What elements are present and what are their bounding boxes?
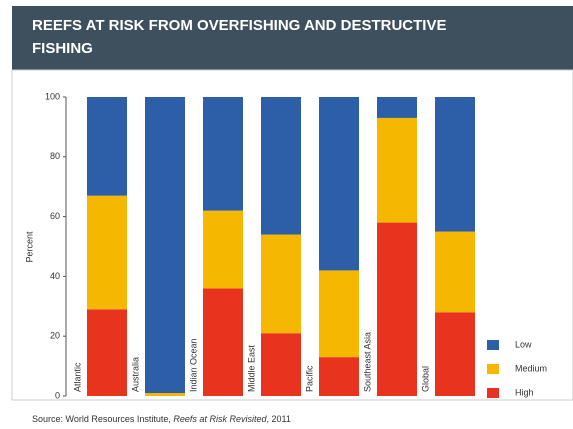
y-tick-label: 20 [50, 331, 60, 341]
y-axis-label: Percent [24, 231, 34, 263]
y-tick-label: 60 [50, 211, 60, 221]
legend-swatch [487, 340, 499, 350]
y-tick-label: 40 [50, 271, 60, 281]
y-tick-label: 100 [45, 91, 60, 101]
bar-segment [261, 333, 301, 396]
bar-segment [203, 210, 243, 289]
legend-label: Low [515, 339, 532, 349]
y-tick-label: 80 [50, 151, 60, 161]
bar-segment [319, 357, 359, 396]
legend-label: High [515, 387, 534, 397]
x-tick-label: Indian Ocean [188, 338, 198, 392]
bar-segment [377, 97, 417, 118]
bar-segment [203, 97, 243, 211]
bar-segment [145, 97, 185, 394]
header: REEFS AT RISK FROM OVERFISHING AND DESTR… [12, 6, 573, 70]
bar-segment [145, 393, 185, 396]
x-tick-label: Middle East [246, 344, 256, 392]
legend-label: Medium [515, 363, 547, 373]
bar-segment [203, 288, 243, 396]
legend-swatch [487, 364, 499, 374]
bar-segment [319, 270, 359, 358]
x-tick-label: Global [420, 366, 430, 392]
bar-segment [377, 222, 417, 396]
bar-segment [87, 195, 127, 310]
bar-segment [319, 97, 359, 271]
x-tick-label: Atlantic [72, 362, 82, 392]
bar-segment [261, 97, 301, 235]
x-tick-label: Southeast Asia [362, 332, 372, 392]
bar-segment [261, 234, 301, 334]
x-tick-label: Pacific [304, 365, 314, 392]
bar-segment [87, 97, 127, 196]
bar-segment [435, 97, 475, 232]
bar-segment [435, 312, 475, 396]
chart-title: REEFS AT RISK FROM OVERFISHING AND DESTR… [32, 17, 447, 57]
source-suffix: , 2011 [266, 414, 290, 424]
y-tick-label: 0 [55, 390, 60, 400]
bar-segment [377, 117, 417, 223]
legend-swatch [487, 388, 499, 398]
source-title: Reefs at Risk Revisited [173, 414, 267, 424]
source: Source: World Resources Institute, Reefs… [32, 414, 291, 424]
source-prefix: Source: World Resources Institute, [32, 414, 171, 424]
bar-segment [435, 231, 475, 313]
x-tick-label: Australia [130, 357, 140, 392]
bar-segment [87, 309, 127, 396]
